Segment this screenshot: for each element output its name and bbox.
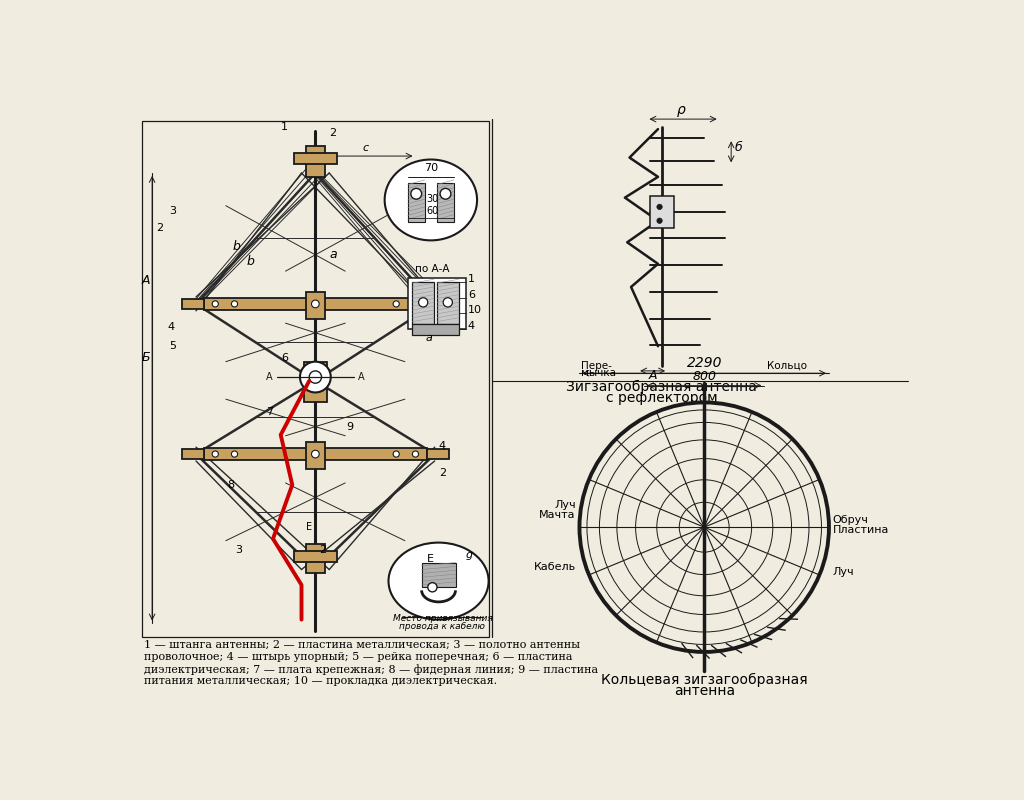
Text: 2: 2 (319, 546, 327, 555)
Text: 8: 8 (227, 480, 234, 490)
Bar (182, 450, 204, 459)
Text: 1: 1 (281, 122, 288, 132)
Circle shape (212, 301, 218, 307)
Text: a: a (330, 248, 337, 261)
Text: Е: Е (427, 554, 434, 564)
Text: 2290: 2290 (686, 356, 722, 370)
Text: Б: Б (142, 351, 151, 364)
Text: 2: 2 (439, 468, 446, 478)
Bar (427, 299, 449, 310)
Text: a: a (425, 333, 432, 343)
Text: b: b (246, 255, 254, 268)
Text: 2: 2 (157, 223, 164, 234)
Bar (427, 450, 449, 459)
Ellipse shape (385, 159, 477, 240)
Bar (408, 278, 466, 329)
Text: b: b (232, 240, 240, 253)
Text: А: А (266, 372, 273, 382)
Bar (413, 324, 459, 334)
Text: б: б (735, 142, 742, 154)
Text: ρ: ρ (677, 102, 685, 117)
Circle shape (393, 451, 399, 457)
Text: А: А (142, 274, 151, 287)
Circle shape (413, 301, 419, 307)
Text: 10: 10 (468, 305, 482, 315)
Text: 4: 4 (167, 322, 174, 332)
Text: 6: 6 (468, 290, 475, 300)
Bar (422, 562, 456, 587)
Bar (413, 282, 434, 324)
Circle shape (656, 218, 663, 223)
Bar (142, 122, 488, 638)
Text: А: А (648, 369, 656, 382)
Text: Луч: Луч (833, 567, 854, 577)
Circle shape (428, 582, 437, 592)
Circle shape (440, 188, 451, 199)
Text: Зигзагообразная антенна: Зигзагообразная антенна (566, 380, 758, 394)
Text: Пере-: Пере- (581, 361, 612, 370)
Text: 1: 1 (468, 274, 475, 284)
Circle shape (443, 298, 453, 307)
Text: А: А (357, 372, 365, 382)
Text: Кольцевая зигзагообразная: Кольцевая зигзагообразная (601, 673, 808, 687)
Circle shape (231, 451, 238, 457)
Text: 5: 5 (169, 342, 176, 351)
Text: Обруч: Обруч (833, 515, 868, 526)
Text: антенна: антенна (674, 684, 735, 698)
Circle shape (413, 451, 419, 457)
Circle shape (419, 298, 428, 307)
Circle shape (212, 451, 218, 457)
Text: Кабель: Кабель (534, 562, 575, 571)
Text: по А-А: по А-А (416, 263, 450, 274)
Circle shape (411, 188, 422, 199)
Bar (294, 153, 337, 164)
Circle shape (311, 300, 319, 308)
Text: провода к кабелю: провода к кабелю (399, 622, 485, 631)
Text: Пластина: Пластина (833, 526, 889, 535)
Text: 30: 30 (426, 194, 438, 204)
Text: Луч: Луч (554, 500, 575, 510)
Text: 6: 6 (281, 353, 288, 363)
Text: 7: 7 (265, 406, 272, 417)
Text: Мачта: Мачта (539, 510, 575, 520)
Bar (306, 544, 325, 574)
Text: g: g (466, 550, 473, 560)
Bar (304, 362, 327, 402)
Text: Е: Е (306, 522, 312, 531)
Circle shape (656, 204, 663, 210)
Bar (649, 196, 674, 229)
Text: 1 — штанга антенны; 2 — пластина металлическая; 3 — полотно антенны
проволочное;: 1 — штанга антенны; 2 — пластина металли… (144, 640, 599, 686)
Text: 60: 60 (426, 206, 438, 216)
Circle shape (311, 450, 319, 458)
Text: 2: 2 (329, 128, 336, 138)
Circle shape (309, 371, 322, 383)
Circle shape (300, 362, 331, 393)
Text: 70: 70 (424, 162, 438, 173)
Bar (182, 299, 204, 310)
Bar (204, 448, 427, 460)
Text: 800: 800 (692, 370, 716, 383)
Bar (437, 282, 459, 324)
Bar (204, 298, 427, 310)
Bar (306, 291, 325, 319)
Text: 3: 3 (234, 546, 242, 555)
Text: 3: 3 (169, 206, 176, 217)
Circle shape (231, 301, 238, 307)
Text: мычка: мычка (581, 368, 616, 378)
Bar (408, 183, 425, 222)
Text: с рефлектором: с рефлектором (606, 390, 718, 405)
Text: 4: 4 (468, 321, 475, 330)
Text: с: с (362, 143, 369, 154)
Text: 4: 4 (439, 442, 446, 451)
Bar (306, 442, 325, 470)
Text: Кольцо: Кольцо (767, 361, 807, 370)
Ellipse shape (388, 542, 488, 619)
Bar (294, 551, 337, 562)
Bar (306, 146, 325, 177)
Text: Место привязывания: Место привязывания (392, 614, 493, 623)
Circle shape (393, 301, 399, 307)
Bar (437, 183, 454, 222)
Text: 9: 9 (346, 422, 353, 432)
